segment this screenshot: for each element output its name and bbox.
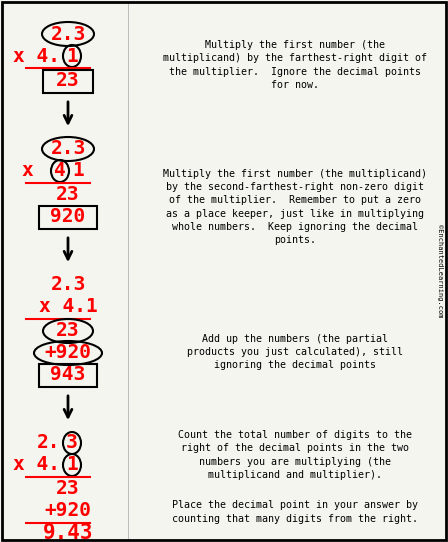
Text: 1: 1 [72,162,84,180]
Text: 2.3: 2.3 [50,275,86,294]
Text: 23: 23 [56,321,80,340]
Text: 23: 23 [56,72,80,91]
Text: Count the total number of digits to the
right of the decimal points in the two
n: Count the total number of digits to the … [178,430,412,480]
Text: x 4.1: x 4.1 [39,298,97,317]
Text: 4: 4 [54,162,66,180]
Text: x 4.: x 4. [13,47,60,66]
Text: 1: 1 [66,47,78,66]
Text: 23: 23 [56,480,80,499]
Text: x 4.: x 4. [13,455,60,474]
Text: +920: +920 [44,501,91,520]
Text: Add up the numbers (the partial
products you just calculated), still
ignoring th: Add up the numbers (the partial products… [187,334,403,370]
Text: 9.43: 9.43 [43,523,93,542]
Text: 3: 3 [66,434,78,453]
Text: 920: 920 [50,208,86,227]
Text: 23: 23 [56,185,80,204]
Text: Place the decimal point in your answer by
counting that many digits from the rig: Place the decimal point in your answer b… [172,500,418,524]
Text: 1: 1 [66,455,78,474]
Text: 943: 943 [50,365,86,384]
Text: Multiply the first number (the
multiplicand) by the farthest-right digit of
the : Multiply the first number (the multiplic… [163,40,427,90]
Text: ©EnchantedLearning.com: ©EnchantedLearning.com [437,224,443,318]
Text: 2.3: 2.3 [50,24,86,43]
Text: 2.: 2. [36,434,60,453]
Text: +920: +920 [44,344,91,363]
Text: 2.3: 2.3 [50,139,86,158]
Text: Multiply the first number (the multiplicand)
by the second-farthest-right non-ze: Multiply the first number (the multiplic… [163,169,427,245]
Text: x: x [22,162,46,180]
